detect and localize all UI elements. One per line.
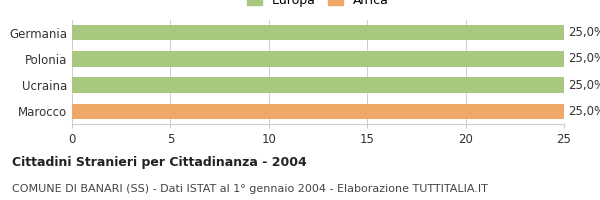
Legend: Europa, Africa: Europa, Africa: [243, 0, 393, 10]
Text: COMUNE DI BANARI (SS) - Dati ISTAT al 1° gennaio 2004 - Elaborazione TUTTITALIA.: COMUNE DI BANARI (SS) - Dati ISTAT al 1°…: [12, 184, 488, 194]
Text: 25,0%: 25,0%: [568, 52, 600, 65]
Text: 25,0%: 25,0%: [568, 79, 600, 92]
Bar: [72, 104, 564, 119]
Text: 25,0%: 25,0%: [568, 26, 600, 39]
Text: Cittadini Stranieri per Cittadinanza - 2004: Cittadini Stranieri per Cittadinanza - 2…: [12, 156, 307, 169]
Bar: [72, 77, 564, 93]
Bar: [72, 51, 564, 67]
Text: 25,0%: 25,0%: [568, 105, 600, 118]
Bar: [72, 25, 564, 40]
